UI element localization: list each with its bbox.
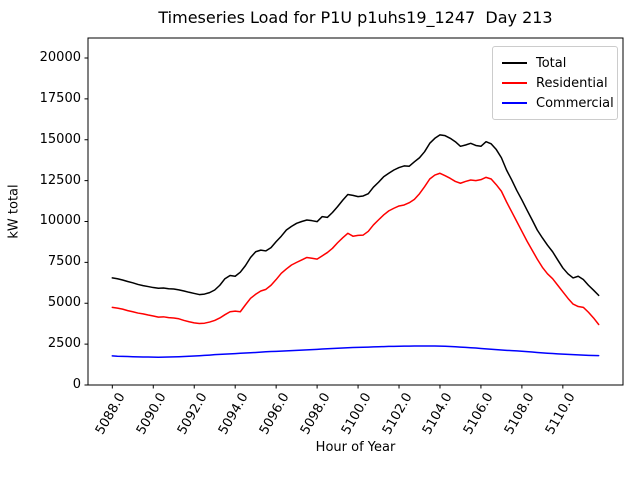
y-axis-label: kW total [6,184,22,239]
y-tick-label: 17500 [39,90,81,106]
residential-line [111,172,600,326]
legend-label: Commercial [536,95,614,111]
total-line [111,134,600,297]
legend-line-swatch [502,82,527,84]
commercial-line [111,345,600,358]
legend: Total Residential Commercial [492,46,618,120]
chart-title: Timeseries Load for P1U p1uhs19_1247 Day… [158,8,553,27]
y-tick-label: 7500 [47,254,81,270]
legend-label: Total [536,55,567,71]
y-tick-label: 15000 [39,131,81,147]
x-axis-label: Hour of Year [315,440,396,455]
y-tick-label: 20000 [39,49,81,65]
legend-item-residential: Residential [502,73,609,93]
y-tick-label: 5000 [47,295,81,311]
legend-item-total: Total [502,53,609,73]
axes-frame [87,37,624,386]
legend-line-swatch [502,62,527,64]
legend-label: Residential [536,75,608,91]
y-tick-label: 12500 [39,172,81,188]
legend-item-commercial: Commercial [502,93,614,113]
y-tick-label: 2500 [47,336,81,352]
legend-line-swatch [502,102,527,104]
y-tick-label: 0 [72,377,81,392]
y-tick-label: 10000 [39,213,81,229]
